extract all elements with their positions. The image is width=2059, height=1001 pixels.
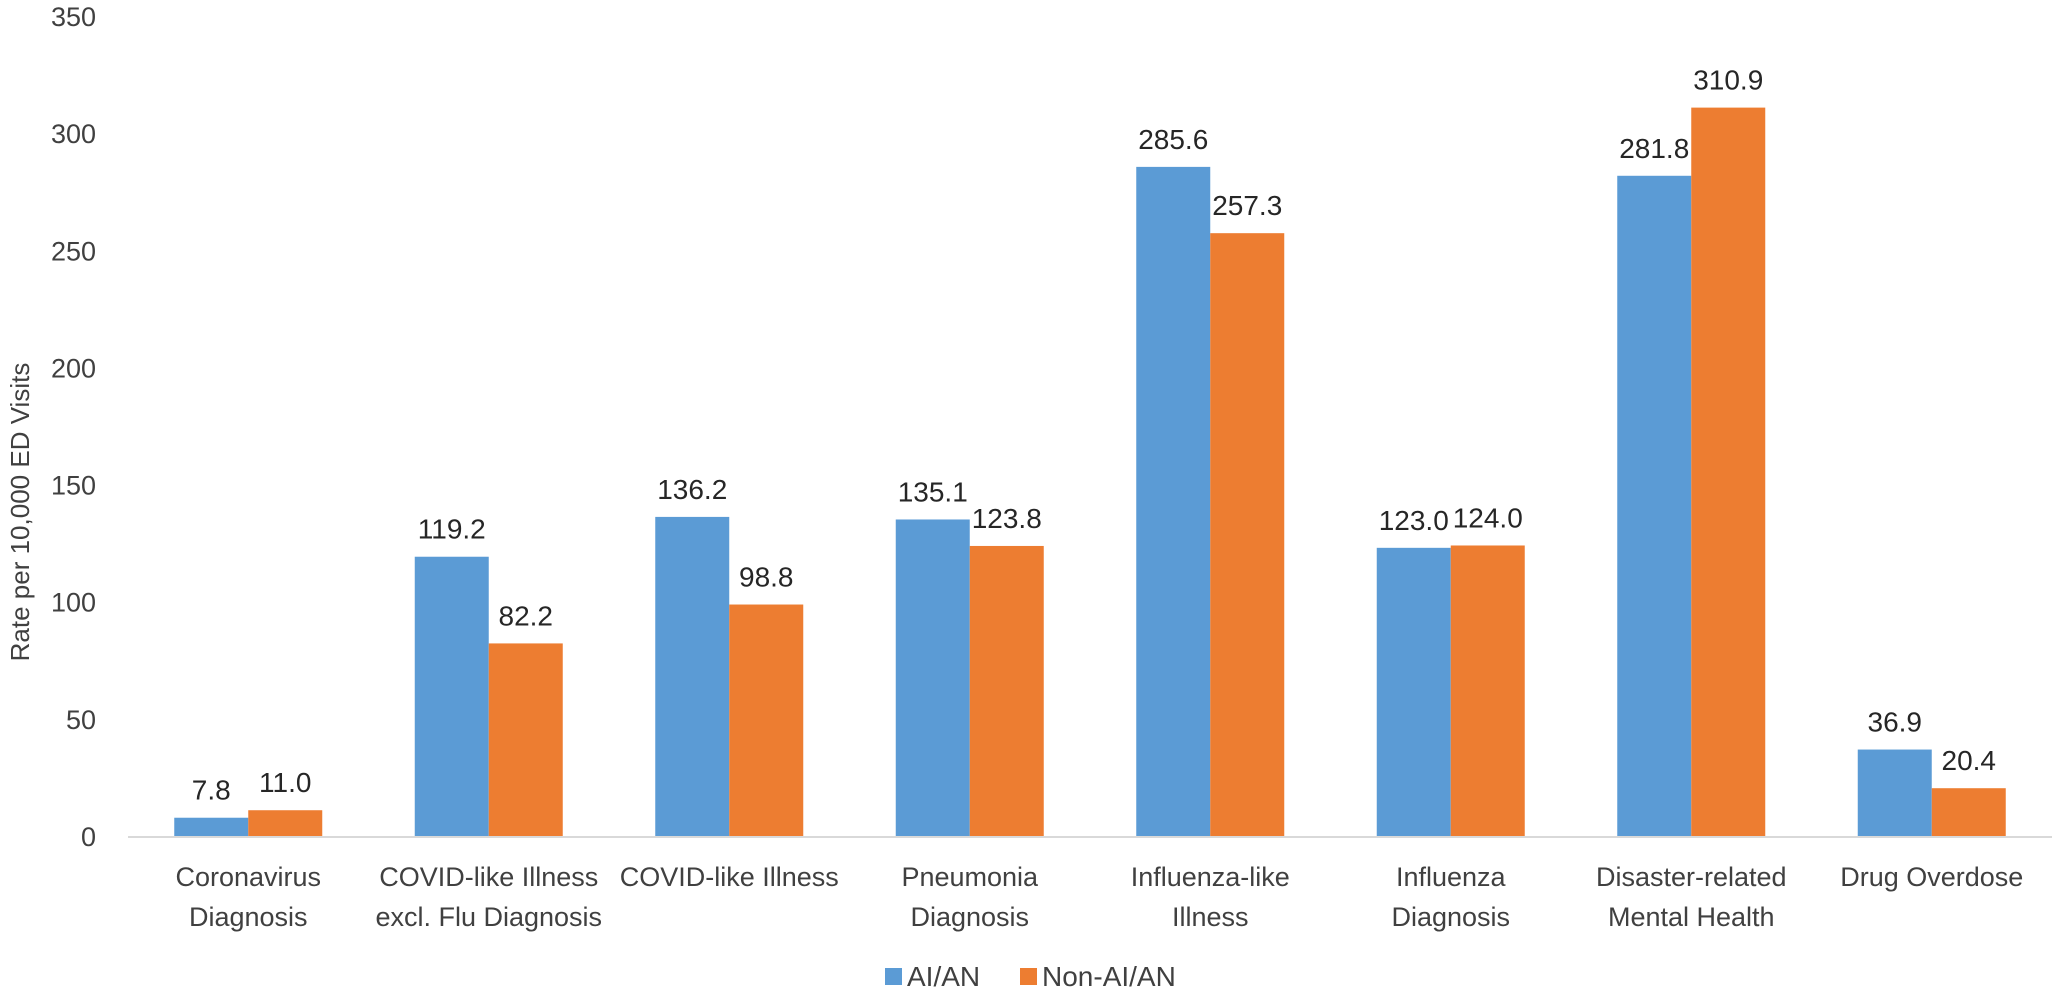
bar-ai-an — [655, 516, 730, 836]
data-label: 135.1 — [898, 476, 968, 507]
x-category-label: Pneumonia — [901, 862, 1039, 892]
bar-non-ai-an — [969, 545, 1044, 836]
y-tick-label: 300 — [51, 119, 96, 149]
data-label: 285.6 — [1138, 124, 1208, 155]
legend-swatch — [1020, 968, 1037, 985]
data-label: 119.2 — [418, 514, 486, 545]
bar-ai-an — [1136, 166, 1211, 836]
x-category-label: excl. Flu Diagnosis — [375, 902, 602, 932]
bar-non-ai-an — [729, 604, 804, 836]
x-category-label: Diagnosis — [910, 902, 1029, 932]
data-label: 11.0 — [259, 767, 311, 798]
x-category-label: COVID-like Illness — [379, 862, 598, 892]
y-tick-label: 50 — [66, 705, 96, 735]
bar-non-ai-an — [1931, 788, 2006, 836]
data-label: 310.9 — [1693, 65, 1763, 96]
legend-label: Non-AI/AN — [1042, 961, 1176, 992]
x-category-label: Drug Overdose — [1840, 862, 2023, 892]
data-label: 20.4 — [1942, 745, 1997, 776]
bar-ai-an — [895, 519, 970, 836]
data-label: 257.3 — [1212, 190, 1282, 221]
x-category-label: Illness — [1172, 902, 1249, 932]
y-tick-label: 100 — [51, 588, 96, 618]
data-label: 82.2 — [499, 600, 554, 631]
bar-non-ai-an — [248, 810, 323, 836]
x-category-label: Diagnosis — [1391, 902, 1510, 932]
bar-ai-an — [1857, 749, 1932, 836]
x-category-label: Disaster-related — [1596, 862, 1787, 892]
y-tick-label: 200 — [51, 353, 96, 383]
x-axis-labels: Coronavirus Diagnosis COVID-like Illness ex… — [175, 862, 2023, 932]
x-category-label: COVID-like Illness — [620, 862, 839, 892]
y-axis-title: Rate per 10,000 ED Visits — [5, 363, 35, 662]
y-tick-label: 350 — [51, 2, 96, 32]
bar-ai-an — [414, 556, 489, 836]
y-tick-label: 0 — [81, 822, 96, 852]
bar-ai-an — [174, 817, 249, 836]
y-tick-label: 150 — [51, 471, 96, 501]
x-category-label: Influenza-like — [1131, 862, 1290, 892]
y-axis-ticks: 0 50 100 150 200 250 300 350 — [51, 2, 96, 852]
x-category-label: Influenza — [1396, 862, 1507, 892]
data-label: 98.8 — [739, 562, 794, 593]
y-tick-label: 250 — [51, 236, 96, 266]
data-label: 7.8 — [192, 775, 231, 806]
legend-label: AI/AN — [907, 961, 980, 992]
bar-ai-an — [1617, 175, 1692, 837]
x-category-label: Mental Health — [1608, 902, 1775, 932]
bar-non-ai-an — [488, 643, 563, 836]
legend: AI/AN Non-AI/AN — [885, 961, 1176, 992]
bar-non-ai-an — [1691, 107, 1766, 836]
bar-non-ai-an — [1450, 545, 1525, 836]
data-label: 36.9 — [1868, 707, 1923, 738]
x-category-label: Diagnosis — [189, 902, 308, 932]
data-label: 124.0 — [1453, 502, 1523, 533]
bars — [174, 107, 2006, 837]
data-label: 136.2 — [657, 474, 727, 505]
data-label: 123.0 — [1379, 505, 1449, 536]
bar-non-ai-an — [1210, 233, 1285, 836]
bar-ai-an — [1376, 547, 1451, 836]
legend-swatch — [885, 968, 902, 985]
data-label: 281.8 — [1619, 133, 1689, 164]
x-category-label: Coronavirus — [175, 862, 321, 892]
data-label: 123.8 — [972, 503, 1042, 534]
